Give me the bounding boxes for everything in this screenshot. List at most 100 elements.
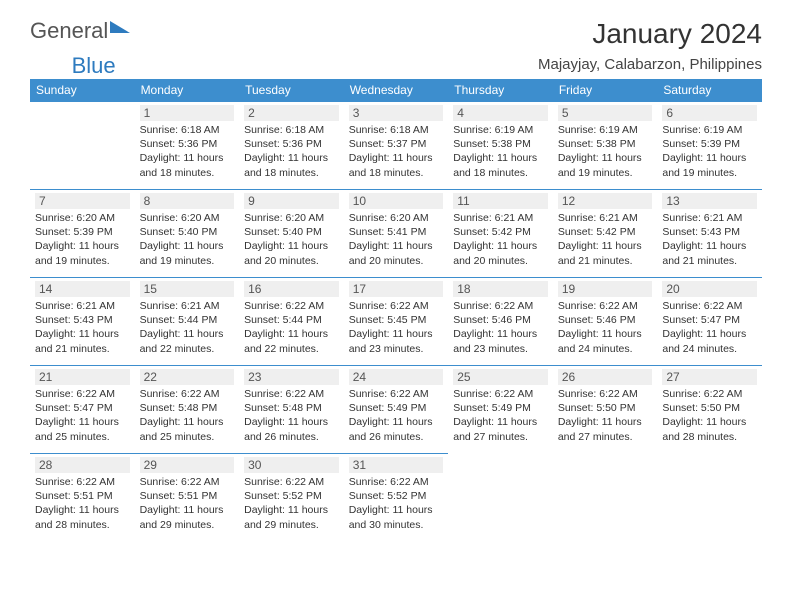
day-detail-text: Sunrise: 6:20 AM Sunset: 5:39 PM Dayligh… [35,211,130,268]
calendar-day-cell: 1 Sunrise: 6:18 AM Sunset: 5:36 PM Daylig… [135,102,240,190]
day-number: 16 [244,281,339,297]
day-number: 28 [35,457,130,473]
logo: General [30,18,130,44]
day-number: 6 [662,105,757,121]
day-detail-text: Sunrise: 6:19 AM Sunset: 5:38 PM Dayligh… [558,123,653,180]
calendar-day-cell: 2 Sunrise: 6:18 AM Sunset: 5:36 PM Daylig… [239,102,344,190]
calendar-day-cell: 8 Sunrise: 6:20 AM Sunset: 5:40 PM Daylig… [135,190,240,278]
day-detail-text: Sunrise: 6:19 AM Sunset: 5:38 PM Dayligh… [453,123,548,180]
day-number: 29 [140,457,235,473]
day-detail-text: Sunrise: 6:21 AM Sunset: 5:42 PM Dayligh… [558,211,653,268]
day-number: 22 [140,369,235,385]
calendar-day-cell: 28 Sunrise: 6:22 AM Sunset: 5:51 PM Dayli… [30,454,135,542]
day-detail-text: Sunrise: 6:18 AM Sunset: 5:36 PM Dayligh… [140,123,235,180]
calendar-day-cell: 13Sunrise: 6:21 AM Sunset: 5:43 PM Dayli… [657,190,762,278]
day-detail-text: Sunrise: 6:22 AM Sunset: 5:48 PM Dayligh… [140,387,235,444]
header-row: General January 2024 [30,18,762,50]
day-number: 2 [244,105,339,121]
page-container: General January 2024 Gen Blue Majayjay, … [0,0,792,552]
day-detail-text: Sunrise: 6:20 AM Sunset: 5:41 PM Dayligh… [349,211,444,268]
calendar-day-cell: 22 Sunrise: 6:22 AM Sunset: 5:48 PM Dayli… [135,366,240,454]
weekday-header: Sunday [30,79,135,102]
calendar-day-cell: 17 Sunrise: 6:22 AM Sunset: 5:45 PM Dayli… [344,278,449,366]
day-detail-text: Sunrise: 6:22 AM Sunset: 5:51 PM Dayligh… [35,475,130,532]
weekday-header: Monday [135,79,240,102]
day-detail-text: Sunrise: 6:22 AM Sunset: 5:45 PM Dayligh… [349,299,444,356]
calendar-day-cell [553,454,658,542]
day-detail-text: Sunrise: 6:22 AM Sunset: 5:47 PM Dayligh… [35,387,130,444]
calendar-day-cell: 10Sunrise: 6:20 AM Sunset: 5:41 PM Dayli… [344,190,449,278]
calendar-day-cell: 3Sunrise: 6:18 AM Sunset: 5:37 PM Daylig… [344,102,449,190]
day-detail-text: Sunrise: 6:22 AM Sunset: 5:48 PM Dayligh… [244,387,339,444]
day-detail-text: Sunrise: 6:22 AM Sunset: 5:44 PM Dayligh… [244,299,339,356]
logo-text-2-row: Gen Blue [30,53,116,79]
calendar-day-cell: 25 Sunrise: 6:22 AM Sunset: 5:49 PM Dayli… [448,366,553,454]
calendar-body: 1 Sunrise: 6:18 AM Sunset: 5:36 PM Daylig… [30,102,762,542]
calendar-week-row: 21 Sunrise: 6:22 AM Sunset: 5:47 PM Dayli… [30,366,762,454]
day-number: 26 [558,369,653,385]
day-detail-text: Sunrise: 6:18 AM Sunset: 5:36 PM Dayligh… [244,123,339,180]
calendar-day-cell: 15 Sunrise: 6:21 AM Sunset: 5:44 PM Dayli… [135,278,240,366]
day-number: 14 [35,281,130,297]
calendar-week-row: 28 Sunrise: 6:22 AM Sunset: 5:51 PM Dayli… [30,454,762,542]
day-detail-text: Sunrise: 6:22 AM Sunset: 5:52 PM Dayligh… [349,475,444,532]
day-number: 25 [453,369,548,385]
day-number: 21 [35,369,130,385]
calendar-table: SundayMondayTuesdayWednesdayThursdayFrid… [30,79,762,542]
day-number: 7 [35,193,130,209]
day-number: 18 [453,281,548,297]
day-detail-text: Sunrise: 6:21 AM Sunset: 5:44 PM Dayligh… [140,299,235,356]
calendar-week-row: 14Sunrise: 6:21 AM Sunset: 5:43 PM Dayli… [30,278,762,366]
day-number: 23 [244,369,339,385]
day-number: 19 [558,281,653,297]
location-text: Majayjay, Calabarzon, Philippines [538,56,762,73]
day-detail-text: Sunrise: 6:21 AM Sunset: 5:42 PM Dayligh… [453,211,548,268]
day-number: 9 [244,193,339,209]
day-number: 24 [349,369,444,385]
calendar-day-cell: 21 Sunrise: 6:22 AM Sunset: 5:47 PM Dayli… [30,366,135,454]
calendar-day-cell: 9 Sunrise: 6:20 AM Sunset: 5:40 PM Daylig… [239,190,344,278]
calendar-day-cell: 23 Sunrise: 6:22 AM Sunset: 5:48 PM Dayli… [239,366,344,454]
day-number: 12 [558,193,653,209]
calendar-day-cell: 26Sunrise: 6:22 AM Sunset: 5:50 PM Dayli… [553,366,658,454]
calendar-day-cell: 4 Sunrise: 6:19 AM Sunset: 5:38 PM Daylig… [448,102,553,190]
day-detail-text: Sunrise: 6:22 AM Sunset: 5:49 PM Dayligh… [453,387,548,444]
day-number: 8 [140,193,235,209]
calendar-day-cell: 29 Sunrise: 6:22 AM Sunset: 5:51 PM Dayli… [135,454,240,542]
calendar-day-cell: 14Sunrise: 6:21 AM Sunset: 5:43 PM Dayli… [30,278,135,366]
calendar-day-cell: 16 Sunrise: 6:22 AM Sunset: 5:44 PM Dayli… [239,278,344,366]
calendar-day-cell: 31 Sunrise: 6:22 AM Sunset: 5:52 PM Dayli… [344,454,449,542]
weekday-header: Friday [553,79,658,102]
day-number: 17 [349,281,444,297]
logo-text-1: General [30,18,108,44]
calendar-day-cell: 30Sunrise: 6:22 AM Sunset: 5:52 PM Dayli… [239,454,344,542]
calendar-day-cell: 18 Sunrise: 6:22 AM Sunset: 5:46 PM Dayli… [448,278,553,366]
calendar-day-cell: 27Sunrise: 6:22 AM Sunset: 5:50 PM Dayli… [657,366,762,454]
day-detail-text: Sunrise: 6:20 AM Sunset: 5:40 PM Dayligh… [140,211,235,268]
day-number: 20 [662,281,757,297]
day-number: 30 [244,457,339,473]
weekday-header: Tuesday [239,79,344,102]
calendar-day-cell: 6Sunrise: 6:19 AM Sunset: 5:39 PM Daylig… [657,102,762,190]
day-number: 11 [453,193,548,209]
day-number: 31 [349,457,444,473]
day-detail-text: Sunrise: 6:21 AM Sunset: 5:43 PM Dayligh… [662,211,757,268]
day-detail-text: Sunrise: 6:22 AM Sunset: 5:46 PM Dayligh… [453,299,548,356]
calendar-day-cell: 24Sunrise: 6:22 AM Sunset: 5:49 PM Dayli… [344,366,449,454]
logo-text-2: Blue [72,53,116,79]
day-number: 4 [453,105,548,121]
logo-triangle-icon [110,21,130,33]
calendar-day-cell: 11 Sunrise: 6:21 AM Sunset: 5:42 PM Dayli… [448,190,553,278]
weekday-header: Thursday [448,79,553,102]
day-number: 1 [140,105,235,121]
day-number: 3 [349,105,444,121]
weekday-header: Saturday [657,79,762,102]
day-detail-text: Sunrise: 6:22 AM Sunset: 5:46 PM Dayligh… [558,299,653,356]
day-number: 15 [140,281,235,297]
day-detail-text: Sunrise: 6:22 AM Sunset: 5:47 PM Dayligh… [662,299,757,356]
day-detail-text: Sunrise: 6:22 AM Sunset: 5:51 PM Dayligh… [140,475,235,532]
calendar-day-cell [657,454,762,542]
day-detail-text: Sunrise: 6:20 AM Sunset: 5:40 PM Dayligh… [244,211,339,268]
calendar-day-cell: 7 Sunrise: 6:20 AM Sunset: 5:39 PM Daylig… [30,190,135,278]
calendar-day-cell: 19 Sunrise: 6:22 AM Sunset: 5:46 PM Dayli… [553,278,658,366]
